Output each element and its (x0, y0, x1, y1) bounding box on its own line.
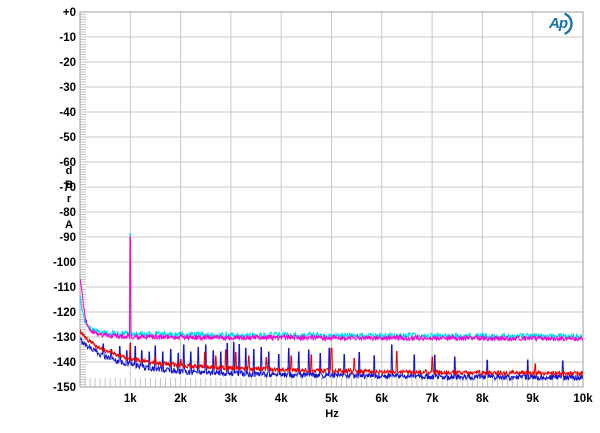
audio-precision-logo-text: Ap (549, 15, 568, 32)
x-tick-label: 2k (174, 393, 187, 405)
y-tick-label: -120 (53, 307, 76, 319)
x-tick-label: 9k (526, 393, 539, 405)
y-tick-label: -50 (59, 132, 76, 144)
logo-swoosh-icon (564, 12, 573, 35)
x-tick-label: 4k (275, 393, 288, 405)
plot-border (79, 11, 584, 388)
trace-noise-floor-blue (80, 337, 583, 382)
trace-noise-floor-magenta (80, 236, 583, 343)
y-tick-label: -70 (59, 182, 76, 194)
y-tick-label: -150 (53, 382, 76, 394)
y-tick-label: -90 (59, 232, 76, 244)
x-tick-label: 5k (325, 393, 338, 405)
axis-tick-labels: +0 -10 -20 -30 -40 -50 -60 -70 -80 -90 -100 -110 -12… (53, 7, 593, 405)
y-axis-weighting-label: A (65, 219, 73, 231)
x-tick-label: 8k (476, 393, 489, 405)
y-tick-label: -130 (53, 332, 76, 344)
minor-ticks (80, 14, 579, 387)
y-tick-label: -80 (59, 207, 76, 219)
y-tick-label: -10 (59, 32, 76, 44)
x-tick-label: 6k (375, 393, 388, 405)
y-tick-label: -20 (59, 57, 76, 69)
y-tick-label: -40 (59, 107, 76, 119)
y-axis-title: d B r (65, 165, 73, 205)
y-tick-label: +0 (63, 7, 76, 19)
x-tick-label: 3k (225, 393, 238, 405)
traces (80, 233, 583, 382)
y-tick-label: -30 (59, 82, 76, 94)
trace-noise-floor-red (80, 328, 583, 378)
y-tick-label: -110 (54, 282, 76, 294)
x-axis-title: Hz (325, 408, 339, 420)
y-tick-label: -60 (59, 157, 76, 169)
audio-precision-logo: Ap (549, 12, 583, 35)
y-tick-label: -100 (53, 257, 76, 269)
x-tick-label: 1k (124, 393, 137, 405)
y-tick-label: -140 (53, 357, 76, 369)
grid-lines (80, 12, 583, 387)
x-tick-label: 10k (573, 393, 593, 405)
x-tick-label: 7k (426, 393, 439, 405)
